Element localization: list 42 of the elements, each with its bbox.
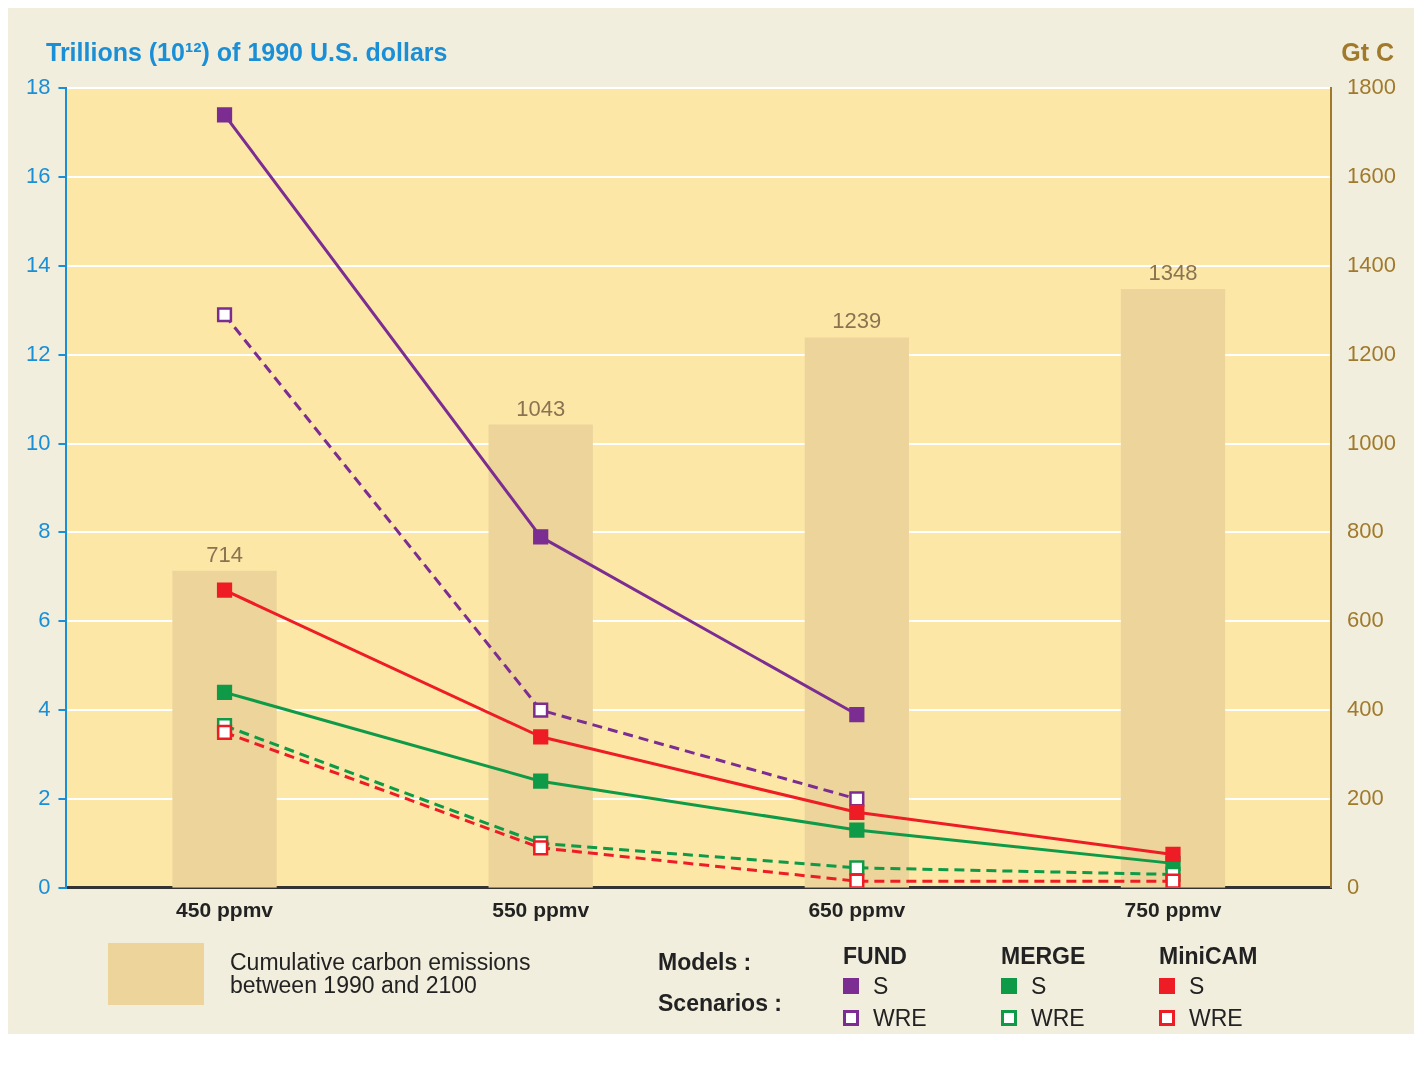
y-tick-label: 14 [25,251,51,277]
text: Models : [658,949,753,976]
x-tick-label: 650 ppmv [808,898,906,922]
legend-label: WRE [1030,1003,1086,1033]
y2-tick-label: 800 [1347,518,1384,544]
y-tick-label: 0 [38,873,51,899]
y2-tick-label: 600 [1347,607,1384,633]
y-tick-label: 4 [38,696,51,722]
x-tick-label: 750 ppmv [1124,898,1222,922]
y2-tick-label: 1200 [1347,340,1397,366]
y2-tick-label: 200 [1347,785,1384,811]
y-tick-label: 10 [25,429,51,455]
text: Scenarios : [658,990,783,1017]
legend-label: WRE [1188,1003,1244,1033]
y-tick-label: 12 [25,340,51,366]
legend-label: S [872,971,890,1001]
text: MERGE [1001,943,1087,970]
y2-tick-label: 1400 [1347,251,1397,277]
legend-label: S [1030,971,1048,1001]
y-axis-title: Trillions (10¹²) of 1990 U.S. dollars [46,38,448,67]
y2-tick-label: 0 [1347,873,1360,899]
data-label: 1043 [516,395,566,421]
y-tick-label: 16 [25,163,51,189]
y-tick-label: 6 [38,607,51,633]
y2-tick-label: 1000 [1347,429,1397,455]
data-label: 1239 [832,308,882,334]
y2-tick-label: 1600 [1347,163,1397,189]
text: FUND [843,943,908,970]
x-tick-label: 450 ppmv [176,898,274,922]
legend-label: S [1188,971,1206,1001]
y2-tick-label: 1800 [1347,74,1397,100]
y-tick-label: 8 [38,518,51,544]
data-label: 714 [206,541,243,567]
text: MiniCAM [1159,943,1259,970]
y-tick-label: 18 [25,74,51,100]
legend-label: WRE [872,1003,928,1033]
x-tick-label: 550 ppmv [492,898,590,922]
y-tick-label: 2 [38,785,51,811]
y2-tick-label: 400 [1347,696,1384,722]
text: Cumulative carbon emissions between 1990 and 2100 [230,949,532,998]
data-label: 1348 [1148,260,1198,286]
y2-axis-title: Gt C [1341,38,1394,67]
